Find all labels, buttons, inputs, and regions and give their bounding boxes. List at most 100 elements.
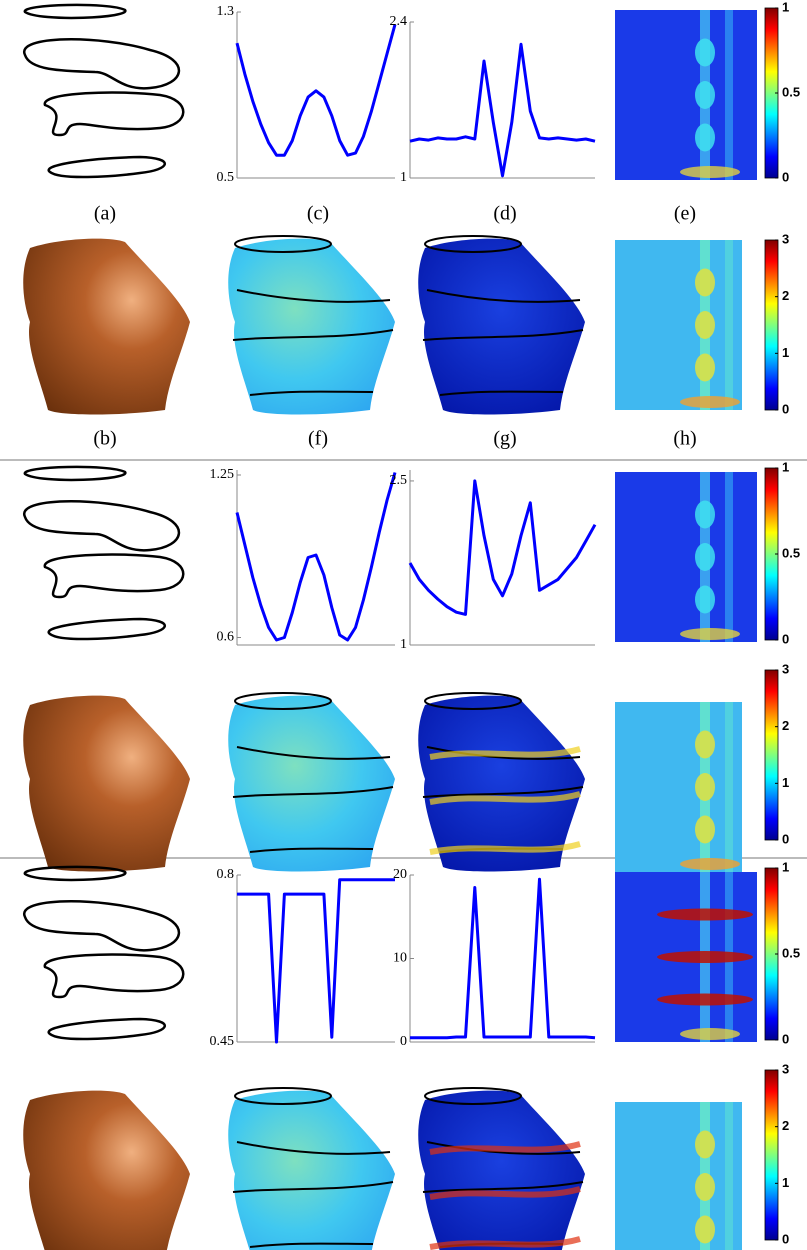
contour-band: [439, 390, 564, 396]
contour: [43, 553, 185, 599]
heatmap-blob: [695, 543, 715, 571]
colorbar-label: 2: [782, 1118, 789, 1133]
heatmap-blob: [657, 993, 753, 1006]
panel-label: (c): [307, 203, 329, 225]
line: [235, 24, 397, 157]
heatmap-bg: [615, 472, 757, 642]
shape-colored: [418, 1087, 585, 1250]
shape-colored: [228, 1087, 395, 1250]
surface: [418, 695, 585, 872]
shape-colored: [228, 692, 395, 872]
shape-colored: [418, 235, 585, 415]
y-tick-label: 0.5: [217, 170, 235, 185]
hot-band: [429, 791, 581, 805]
panel-label: (h): [673, 428, 696, 450]
contour-band: [236, 289, 391, 303]
contour: [47, 617, 166, 641]
heatmap-blob: [695, 1173, 715, 1201]
rim: [424, 1087, 522, 1105]
hot-band: [429, 1236, 581, 1250]
colorbar-label: 0: [782, 401, 789, 416]
colorbar: [764, 1069, 779, 1241]
y-tick-label: 1.25: [210, 467, 235, 482]
heatmap-blob: [695, 38, 715, 67]
colorbar-label: 0.5: [782, 545, 800, 560]
surface: [228, 695, 395, 872]
heatmap: [615, 702, 742, 872]
colorbar-label: 0: [782, 1031, 789, 1046]
y-tick-label: 2.4: [390, 14, 408, 29]
surface: [418, 1090, 585, 1250]
shape-3d: [23, 1090, 190, 1250]
heatmap-blob: [680, 858, 740, 870]
line: [409, 42, 596, 178]
panel-label: (g): [493, 428, 516, 450]
heatmap: [615, 10, 757, 180]
heatmap-blob: [695, 773, 715, 801]
contour-band: [249, 847, 374, 853]
heatmap-bg: [615, 10, 757, 180]
block: [23, 3, 757, 415]
contour-band: [426, 1141, 581, 1155]
y-tick-label: 1: [400, 170, 407, 185]
contour-band: [426, 746, 581, 760]
hot-band: [429, 746, 581, 760]
contour-band: [236, 1141, 391, 1155]
heatmap: [615, 1102, 742, 1250]
heatmap-bg: [615, 702, 742, 872]
heatmap-bg: [615, 240, 742, 410]
panel-label: (b): [93, 428, 116, 450]
hot-band: [429, 1186, 581, 1200]
colorbar-label: 1: [782, 0, 789, 14]
heatmap-blob: [695, 311, 715, 339]
heatmap-blob: [695, 123, 715, 152]
y-tick-label: 2.5: [390, 473, 408, 488]
heatmap-blob: [695, 500, 715, 529]
colorbar-label: 0.5: [782, 945, 800, 960]
heatmap-stripe: [725, 10, 733, 180]
colorbar-label: 1: [782, 1175, 789, 1190]
surface: [228, 238, 395, 415]
contour: [23, 900, 181, 952]
contour-band: [422, 1181, 584, 1193]
y-tick-label: 10: [393, 951, 407, 966]
heatmap-stripe: [725, 472, 733, 642]
y-tick-label: 1: [400, 637, 407, 652]
heatmap-blob: [680, 628, 740, 640]
contour: [23, 865, 127, 882]
colorbar-label: 0: [782, 831, 789, 846]
rim: [424, 235, 522, 253]
block: [23, 465, 757, 872]
y-tick-label: 0.45: [210, 1034, 235, 1049]
heatmap-blob: [695, 81, 715, 109]
panel-label: (e): [674, 203, 696, 225]
contour: [23, 500, 181, 552]
heatmap: [615, 472, 757, 642]
colorbar-label: 1: [782, 775, 789, 790]
colorbar-label: 2: [782, 288, 789, 303]
contour-band: [232, 786, 394, 798]
hot-band: [429, 1141, 581, 1155]
colorbar-label: 1: [782, 859, 789, 874]
contour-band: [426, 289, 581, 303]
contour: [43, 953, 185, 999]
heatmap-stripe: [725, 1102, 733, 1250]
colorbar-label: 0: [782, 1231, 789, 1246]
y-tick-label: 0.8: [217, 867, 235, 882]
block: [23, 865, 757, 1250]
y-tick-label: 0.6: [217, 630, 235, 645]
panel-label: (a): [94, 203, 116, 225]
heatmap-blob: [680, 166, 740, 178]
heatmap: [615, 240, 742, 410]
heatmap-stripe: [725, 702, 733, 872]
rim: [234, 692, 332, 710]
rim: [234, 1087, 332, 1105]
panel-label: (d): [493, 203, 516, 225]
contour-band: [422, 329, 584, 341]
contour: [43, 91, 185, 137]
heatmap-blob: [695, 353, 715, 382]
colorbar-label: 1: [782, 345, 789, 360]
contour: [23, 38, 181, 90]
heatmap-blob: [695, 815, 715, 844]
